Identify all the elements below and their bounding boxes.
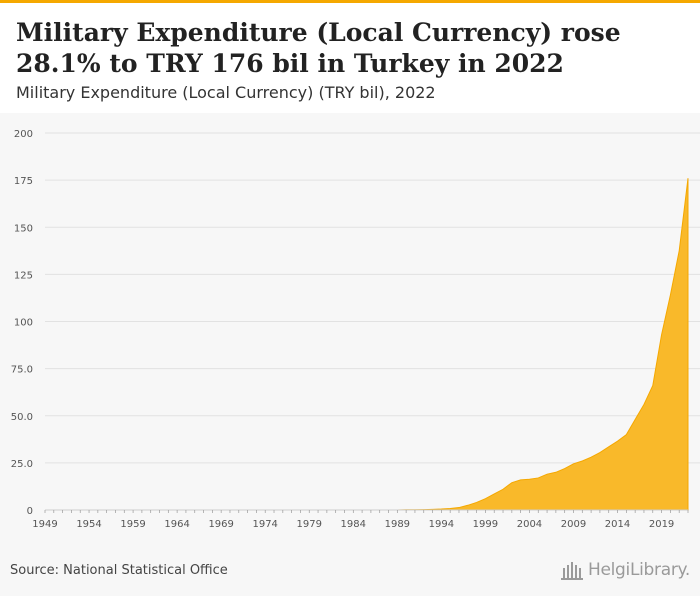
- y-tick-label: 200: [14, 129, 33, 140]
- x-tick-label: 1964: [164, 519, 189, 530]
- y-tick-label: 75.0: [11, 365, 33, 376]
- y-tick-label: 100: [14, 318, 33, 329]
- area-chart: 0 25.0 50.0 75.0 100 125 150 175 200 1949 1954 195…: [11, 129, 700, 530]
- x-tick-label: 1989: [385, 519, 410, 530]
- y-tick-label: 25.0: [11, 459, 33, 470]
- x-tick-label: 1979: [297, 519, 322, 530]
- x-tick-label: 1984: [341, 519, 366, 530]
- y-tick-label: 175: [14, 176, 33, 187]
- x-tick-label: 1959: [120, 519, 145, 530]
- chart-footer: Source: National Statistical Office Helg…: [0, 543, 700, 596]
- x-tick-label: 1994: [429, 519, 454, 530]
- x-tick-label: 2004: [517, 519, 542, 530]
- library-building-icon: [560, 562, 583, 580]
- y-tick-label: 0: [27, 506, 33, 517]
- accent-bar: [0, 0, 700, 3]
- y-tick-label: 150: [14, 223, 33, 234]
- x-tick-label: 2014: [605, 519, 630, 530]
- series-area: [45, 178, 689, 511]
- gridlines: [45, 132, 700, 464]
- source-note: Source: National Statistical Office: [10, 563, 228, 578]
- x-tick-label: 1954: [76, 519, 101, 530]
- x-tick-label: 1999: [473, 519, 498, 530]
- x-tick-label: 2019: [649, 519, 674, 530]
- series-area-path: [45, 178, 689, 511]
- helgi-library-logo[interactable]: HelgiLibrary.: [560, 557, 690, 583]
- chart-subtitle: Military Expenditure (Local Currency) (T…: [16, 83, 436, 102]
- logo-text: HelgiLibrary.: [587, 560, 690, 580]
- y-tick-label: 50.0: [11, 412, 33, 423]
- x-tick-label: 1949: [32, 519, 57, 530]
- axes: [44, 509, 689, 513]
- x-tick-label: 1974: [252, 519, 277, 530]
- x-tick-labels: 1949 1954 1959 1964 1969 1974 1979 1984 1989 1994…: [32, 519, 674, 530]
- chart-header: Military Expenditure (Local Currency) ro…: [0, 3, 700, 113]
- chart-title: Military Expenditure (Local Currency) ro…: [16, 18, 621, 78]
- y-tick-labels: 0 25.0 50.0 75.0 100 125 150 175 200: [11, 129, 33, 517]
- x-tick-label: 2009: [561, 519, 586, 530]
- x-tick-label: 1969: [208, 519, 233, 530]
- y-tick-label: 125: [14, 270, 33, 281]
